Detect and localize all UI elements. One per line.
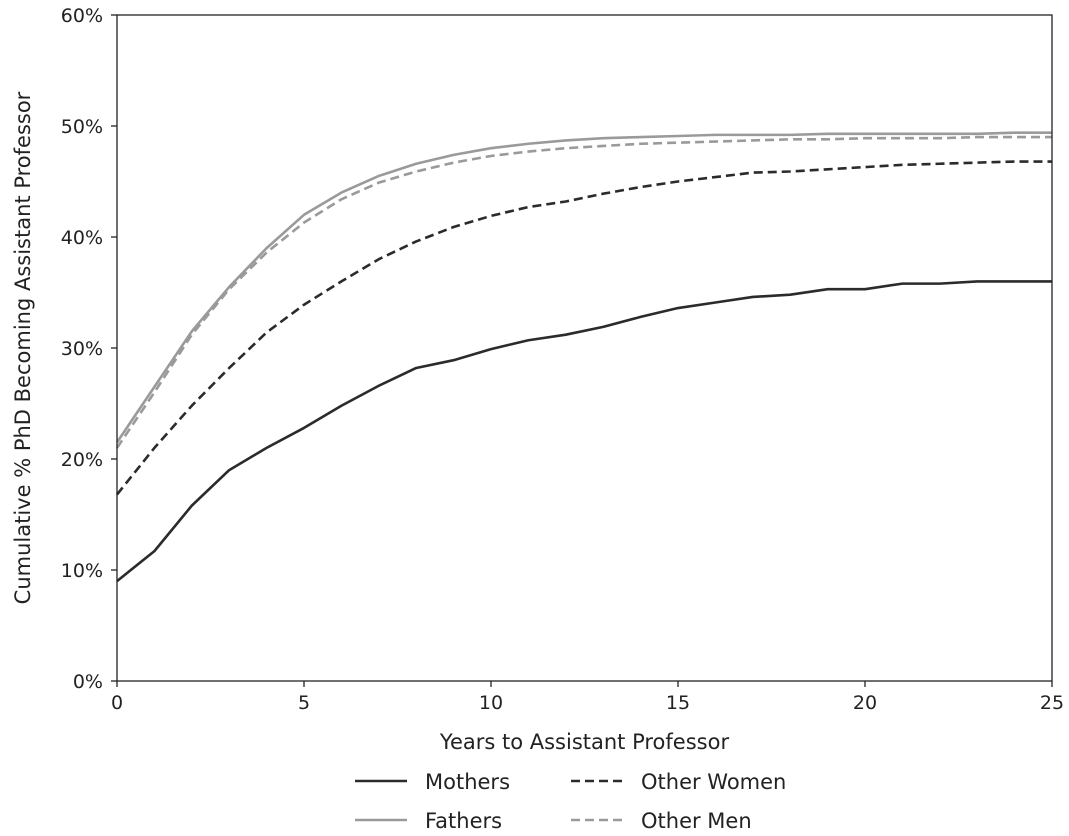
series-line-other-men xyxy=(115,135,1052,449)
y-axis: 0% 10% 20% 30% 40% 50% 60% xyxy=(61,5,117,693)
x-tick-label: 10 xyxy=(479,692,503,714)
y-tick-label: 0% xyxy=(73,671,103,693)
series-line-fathers xyxy=(115,131,1052,444)
x-tick-label: 5 xyxy=(298,692,310,714)
y-tick-label: 20% xyxy=(61,449,103,471)
legend-label-other-men: Other Men xyxy=(641,809,752,833)
plot-frame xyxy=(116,14,1053,682)
x-tick-label: 20 xyxy=(853,692,877,714)
y-tick-label: 60% xyxy=(61,5,103,27)
x-axis-label: Years to Assistant Professor xyxy=(439,730,730,754)
series-line-mothers xyxy=(116,280,1052,583)
series-line-other-women xyxy=(115,160,1052,496)
y-tick-label: 40% xyxy=(61,227,103,249)
x-tick-label: 15 xyxy=(666,692,690,714)
y-tick-label: 10% xyxy=(61,560,103,582)
y-tick-label: 30% xyxy=(61,338,103,360)
legend-label-mothers: Mothers xyxy=(425,770,510,794)
legend: Mothers Fathers Other Women Other Men xyxy=(355,770,786,833)
y-tick-label: 50% xyxy=(61,116,103,138)
x-axis: 0 5 10 15 20 25 xyxy=(111,681,1064,714)
plot-lines xyxy=(115,131,1052,583)
x-tick-label: 25 xyxy=(1040,692,1064,714)
y-axis-label: Cumulative % PhD Becoming Assistant Prof… xyxy=(11,91,35,604)
x-tick-label: 0 xyxy=(111,692,123,714)
legend-label-fathers: Fathers xyxy=(425,809,502,833)
legend-label-other-women: Other Women xyxy=(641,770,786,794)
